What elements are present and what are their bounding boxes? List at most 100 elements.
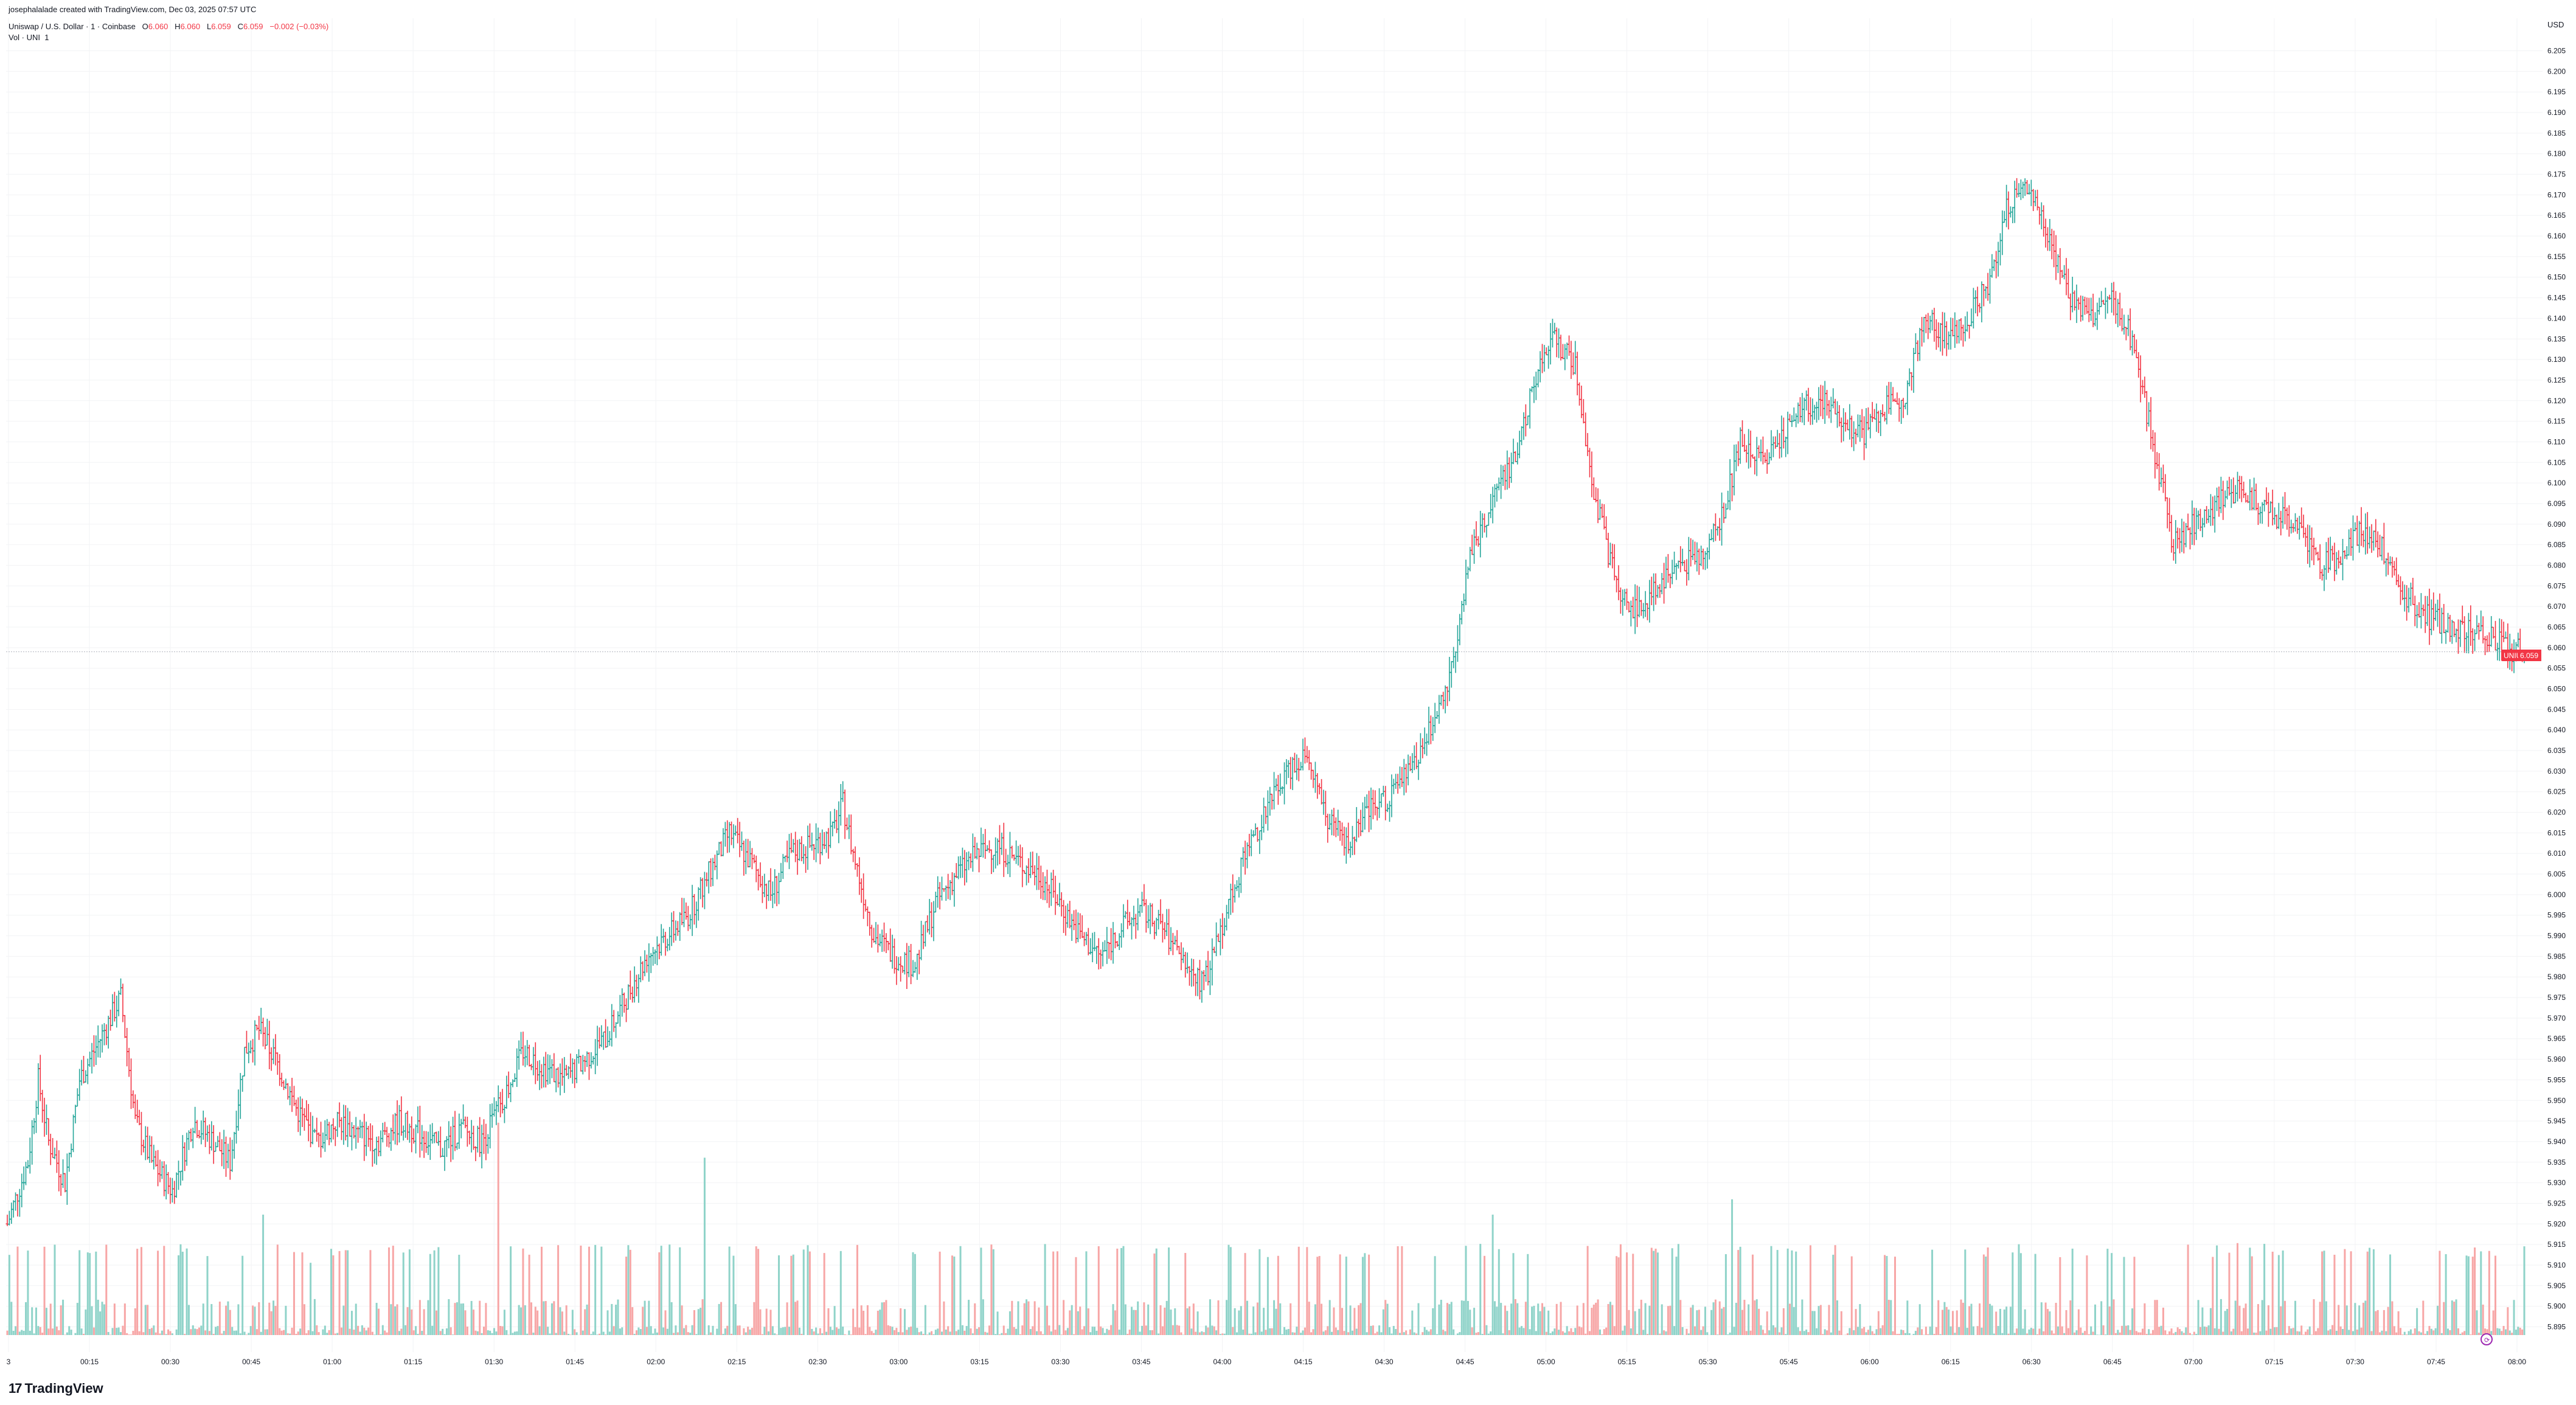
- volume-bar: [1401, 1246, 1403, 1335]
- volume-bar: [749, 1329, 751, 1335]
- volume-bar: [381, 1325, 384, 1335]
- volume-bar: [2277, 1255, 2280, 1335]
- ohlc-bar: [2297, 516, 2301, 540]
- volume-bar: [588, 1246, 590, 1335]
- ohlc-bar: [80, 1060, 83, 1086]
- ohlc-bar: [1895, 392, 1899, 405]
- ohlc-bar: [604, 1019, 608, 1048]
- volume-bar: [2369, 1247, 2371, 1335]
- ohlc-bar: [1066, 903, 1069, 928]
- ohlc-bar: [1569, 341, 1573, 380]
- ohlc-bar: [232, 1131, 236, 1159]
- ohlc-bar: [2023, 178, 2027, 196]
- ohlc-bar: [1605, 516, 1608, 540]
- volume-bar: [976, 1328, 978, 1335]
- volume-bar: [606, 1310, 609, 1335]
- volume-bar: [1696, 1310, 1698, 1335]
- volume-bar: [2393, 1326, 2395, 1335]
- ohlc-bar: [1538, 351, 1542, 383]
- ohlc-bar: [1774, 436, 1777, 449]
- ohlc-bar: [954, 862, 958, 878]
- volume-bar: [2012, 1252, 2014, 1335]
- ohlc-bar: [53, 1147, 57, 1159]
- volume-bar: [1485, 1325, 1488, 1335]
- volume-bar: [18, 1331, 21, 1335]
- scroll-to-realtime-icon[interactable]: ⟳: [2481, 1333, 2493, 1345]
- ohlc-bar: [1367, 791, 1371, 833]
- volume-bar: [2170, 1328, 2173, 1335]
- volume-bar: [1335, 1327, 1337, 1335]
- tradingview-logo-icon: 17: [9, 1381, 23, 1396]
- volume-bar: [78, 1250, 81, 1335]
- volume-bar: [540, 1246, 543, 1335]
- ohlc-bar: [170, 1178, 174, 1203]
- volume-bar: [1054, 1330, 1057, 1335]
- ohlc-bar: [389, 1128, 393, 1151]
- volume-bar: [2356, 1329, 2358, 1335]
- volume-bar: [2034, 1254, 2036, 1335]
- ohlc-bar: [1307, 750, 1311, 771]
- volume-bar: [706, 1334, 708, 1335]
- ohlc-bar: [1800, 392, 1804, 423]
- volume-bar: [2102, 1325, 2105, 1335]
- ohlc-bar: [111, 994, 114, 1027]
- volume-bar: [2507, 1307, 2509, 1335]
- volume-bar: [2300, 1325, 2303, 1335]
- volume-bar: [2440, 1333, 2443, 1335]
- ohlc-bar: [901, 965, 904, 973]
- volume-bar: [1733, 1327, 1735, 1335]
- volume-bar: [1038, 1307, 1040, 1335]
- volume-bar: [2412, 1333, 2414, 1335]
- volume-bar: [2408, 1331, 2410, 1335]
- volume-bar: [1044, 1244, 1046, 1335]
- volume-bar: [978, 1327, 981, 1335]
- volume-bar: [186, 1248, 188, 1335]
- volume-bar: [2096, 1334, 2099, 1335]
- ohlc-bar: [2238, 476, 2241, 499]
- ohlc-bar: [705, 872, 709, 887]
- ohlc-bar: [391, 1114, 395, 1141]
- volume-bar: [122, 1325, 124, 1335]
- volume-bar: [598, 1333, 600, 1335]
- volume-bar: [731, 1333, 733, 1335]
- volume-bar: [1386, 1303, 1389, 1335]
- volume-bar: [1985, 1256, 1987, 1335]
- ohlc-bar: [1769, 430, 1773, 461]
- ohlc-bar: [1817, 387, 1821, 420]
- volume-bar: [1813, 1311, 1816, 1335]
- ohlc-bar: [1039, 866, 1043, 899]
- ohlc-bar: [2044, 218, 2047, 248]
- volume-bar: [2049, 1311, 2051, 1335]
- ohlc-bar: [2139, 355, 2142, 403]
- volume-bar: [2307, 1329, 2309, 1335]
- volume-bar: [2430, 1328, 2432, 1335]
- ohlc-bar: [1445, 686, 1449, 706]
- ohlc-bar: [1507, 457, 1511, 488]
- volume-bar: [2040, 1302, 2043, 1335]
- ohlc-bar: [616, 1011, 620, 1024]
- ohlc-bar: [1196, 967, 1199, 996]
- x-tick-label: 03:45: [1132, 1358, 1150, 1366]
- volume-bar: [757, 1249, 760, 1335]
- ohlc-bar: [2419, 593, 2423, 629]
- volume-bar: [1376, 1331, 1378, 1335]
- y-tick-label: 5.930: [2547, 1179, 2566, 1187]
- ohlc-bar: [1516, 442, 1519, 465]
- symbol-name[interactable]: Uniswap / U.S. Dollar · 1 · Coinbase: [9, 22, 136, 31]
- volume-bar: [1877, 1311, 1880, 1335]
- ohlc-bar: [296, 1097, 300, 1133]
- volume-bar: [2360, 1327, 2362, 1335]
- tradingview-logo[interactable]: 17 TradingView: [9, 1381, 103, 1396]
- ohlc-bar: [255, 1024, 259, 1031]
- y-tick-label: 6.105: [2547, 458, 2566, 467]
- volume-bar: [2191, 1334, 2193, 1335]
- volume-bar: [774, 1333, 776, 1335]
- ohlc-bar: [1305, 746, 1309, 763]
- volume-bar: [1681, 1327, 1684, 1335]
- ohlc-bar: [1689, 538, 1693, 567]
- volume-bar: [568, 1334, 570, 1335]
- ohlc-bar: [1547, 345, 1550, 369]
- volume-bar: [2016, 1328, 2018, 1335]
- ohlc-bar: [785, 841, 789, 862]
